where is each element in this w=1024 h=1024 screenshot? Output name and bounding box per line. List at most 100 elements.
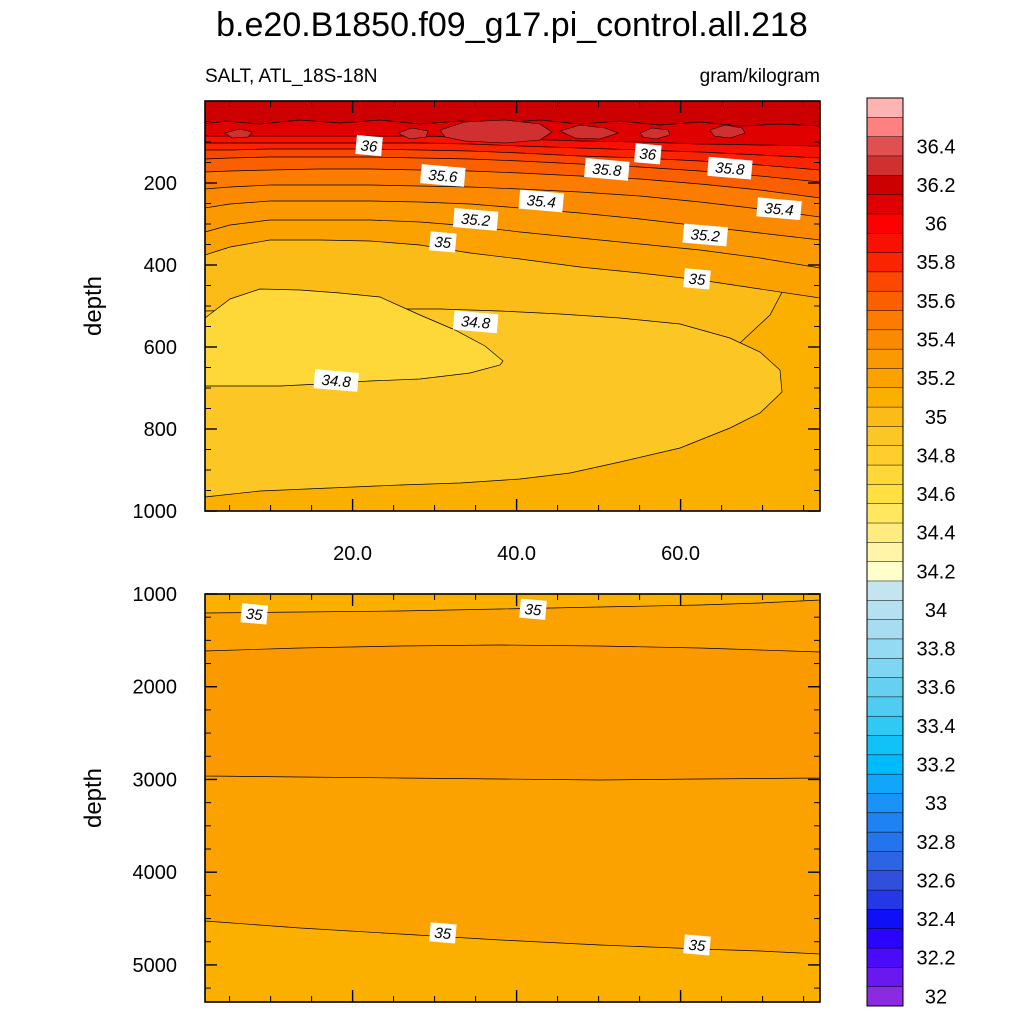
contour-label-text: 36 xyxy=(360,137,379,155)
upper-panel: 200 400 600 800 1000 depth 36 36 35.8 35.8 35.6 35.… xyxy=(80,100,821,565)
colorbar-box xyxy=(867,948,903,968)
colorbar-tick-label: 36.4 xyxy=(917,136,956,158)
colorbar-box xyxy=(867,213,903,234)
colorbar-box xyxy=(867,387,903,408)
contour-label-text: 35 xyxy=(688,937,707,955)
contour-label: 35 xyxy=(683,934,711,956)
colorbar-box xyxy=(867,890,903,910)
lower-ytick-label: 3000 xyxy=(133,769,178,791)
colorbar-tick-label: 33.8 xyxy=(917,639,956,661)
upper-patch-36.2-e xyxy=(639,127,671,140)
units-subtitle: gram/kilogram xyxy=(700,66,820,87)
colorbar-box xyxy=(867,445,903,466)
upper-patch-36.2-d xyxy=(397,127,429,140)
upper-ylabel: depth xyxy=(80,276,107,336)
contour-label-text: 35 xyxy=(434,925,453,943)
colorbar-box xyxy=(867,136,903,157)
colorbar-tick-label: 32 xyxy=(925,986,947,1008)
colorbar-box xyxy=(867,252,903,273)
colorbar-box xyxy=(867,523,903,543)
colorbar-box xyxy=(867,754,903,775)
colorbar-tick-label: 35.8 xyxy=(917,252,956,274)
colorbar-tick-label: 33.4 xyxy=(917,716,956,738)
colorbar-box xyxy=(867,812,903,833)
contour-label: 35.8 xyxy=(584,158,630,181)
contour-label-box xyxy=(518,189,564,213)
contour-label-text: 35.2 xyxy=(460,211,491,231)
upper-xtick-label: 60.0 xyxy=(661,543,700,565)
colorbar-tick-label: 35 xyxy=(925,407,947,429)
contour-label-box xyxy=(452,208,499,231)
chart-title: b.e20.B1850.f09_g17.pi_control.all.218 xyxy=(216,6,808,44)
contour-label-box xyxy=(519,598,547,620)
upper-ytick-label: 200 xyxy=(144,173,177,195)
contour-label-text: 34.8 xyxy=(321,372,352,392)
colorbar-box xyxy=(867,194,903,215)
colorbar-tick-label: 35.2 xyxy=(917,368,956,390)
colorbar-box xyxy=(867,349,903,369)
colorbar-box xyxy=(867,426,903,447)
colorbar-tick-label: 35.4 xyxy=(917,329,956,351)
colorbar-tick-label: 34 xyxy=(925,600,947,622)
contour-label-box xyxy=(420,164,466,187)
colorbar-box xyxy=(867,271,903,292)
lower-panel: 1000 2000 3000 4000 5000 depth 35 35 35 35 xyxy=(80,584,821,1003)
contour-label-text: 35 xyxy=(524,601,543,619)
contour-label-box xyxy=(584,158,630,181)
upper-ytick-label: 1000 xyxy=(133,501,178,523)
contour-label-box xyxy=(429,922,457,944)
colorbar-box xyxy=(867,696,903,717)
contour-label: 35.4 xyxy=(756,197,802,221)
colorbar-tick-label: 36.2 xyxy=(917,175,956,197)
colorbar-tick-label: 35.6 xyxy=(917,291,956,313)
colorbar-box xyxy=(867,368,903,389)
lower-ytick-label: 5000 xyxy=(133,955,178,977)
colorbar-tick-label: 36 xyxy=(925,214,947,236)
contour-label: 36 xyxy=(634,143,662,165)
upper-patch-36.2-c xyxy=(709,124,746,139)
contour-label-text: 35 xyxy=(245,606,264,624)
contour-label-box xyxy=(634,143,662,165)
contour-label: 35 xyxy=(683,268,711,290)
colorbar-box xyxy=(867,503,903,524)
colorbar-tick-label: 33.2 xyxy=(917,755,956,777)
colorbar: 32 32.2 32.4 32.6 32.8 33 33.2 33.4 33.6 33.8 34 34… xyxy=(866,97,956,1008)
lower-ylabel: depth xyxy=(80,768,107,828)
contour-label-box xyxy=(707,156,753,180)
contour-label: 35 xyxy=(240,603,269,625)
colorbar-box xyxy=(867,928,903,949)
colorbar-box xyxy=(867,909,903,930)
colorbar-box xyxy=(867,542,903,562)
colorbar-tick-label: 34.4 xyxy=(917,523,956,545)
contour-label-text: 35.6 xyxy=(427,167,458,187)
colorbar-box xyxy=(867,851,903,872)
contour-label-box xyxy=(683,268,711,290)
contour-label: 35.2 xyxy=(452,208,499,231)
colorbar-box xyxy=(867,638,903,659)
upper-ytick-label: 400 xyxy=(144,255,177,277)
colorbar-box xyxy=(867,619,903,640)
colorbar-box xyxy=(867,580,903,601)
lower-band-35.1 xyxy=(204,644,821,781)
colorbar-box xyxy=(867,774,903,794)
colorbar-tick-label: 32.4 xyxy=(917,909,956,931)
contour-label: 35.4 xyxy=(518,189,564,213)
lower-frame xyxy=(204,593,821,1003)
contour-label-box xyxy=(683,934,711,956)
contour-label-box xyxy=(355,135,383,157)
contour-label: 35 xyxy=(429,922,457,944)
colorbar-tick-label: 33.6 xyxy=(917,677,956,699)
colorbar-box xyxy=(867,233,903,253)
colorbar-box xyxy=(867,175,903,195)
upper-core-34.8 xyxy=(204,288,504,387)
lower-ytick-label: 1000 xyxy=(133,584,178,606)
colorbar-box xyxy=(867,329,903,350)
contour-label-box xyxy=(756,197,802,221)
colorbar-box xyxy=(867,407,903,427)
contour-label: 35.6 xyxy=(420,164,466,187)
contour-label-text: 35.8 xyxy=(591,161,622,181)
colorbar-box xyxy=(867,832,903,852)
contour-label-text: 35.2 xyxy=(690,226,721,246)
colorbar-tick-label: 33 xyxy=(925,793,947,815)
contour-label: 35.2 xyxy=(682,223,728,247)
